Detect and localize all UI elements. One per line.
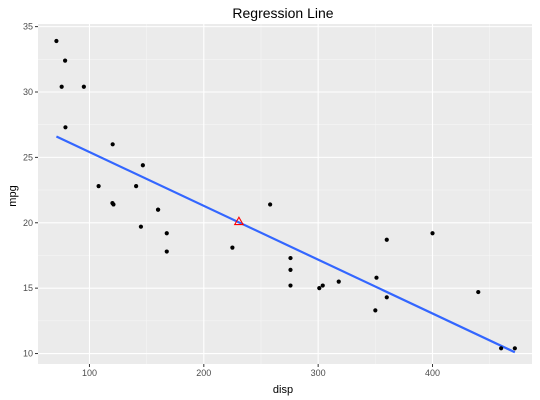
y-tick-label: 30 (23, 87, 33, 97)
x-tick-label: 300 (311, 368, 326, 378)
data-point (317, 286, 322, 291)
data-point (164, 249, 169, 254)
regression-line (55, 135, 516, 354)
data-point (230, 245, 235, 250)
x-axis-title: disp (273, 384, 293, 396)
data-points (54, 38, 517, 351)
data-point (96, 184, 101, 189)
data-point (499, 346, 504, 351)
data-point (288, 267, 293, 272)
grid-lines (38, 24, 532, 364)
y-tick-label: 15 (23, 283, 33, 293)
data-point (63, 125, 68, 130)
y-axis-title: mpg (7, 185, 19, 206)
x-tick-label: 200 (196, 368, 211, 378)
data-point (59, 84, 64, 89)
data-point (430, 231, 435, 236)
data-point (110, 142, 115, 147)
data-point (81, 84, 86, 89)
mean-marker-layer (233, 216, 245, 226)
data-point (374, 275, 379, 280)
data-point (134, 184, 139, 189)
data-point (288, 255, 293, 261)
y-tick-label: 20 (23, 218, 33, 228)
x-tick-label: 400 (425, 368, 440, 378)
y-tick-label: 10 (23, 349, 33, 359)
data-point (288, 283, 293, 288)
data-point (373, 308, 378, 313)
y-tick-label: 35 (23, 22, 33, 32)
data-point (384, 295, 389, 300)
data-point (512, 346, 517, 351)
data-point (476, 289, 481, 295)
data-point (63, 58, 68, 63)
y-tick-label: 25 (23, 152, 33, 162)
data-point (140, 163, 145, 168)
data-point (111, 202, 116, 207)
mean-point-marker (233, 216, 245, 226)
data-point (320, 283, 325, 288)
data-point (384, 237, 389, 242)
data-point (268, 202, 273, 207)
data-point (336, 279, 341, 284)
data-point (155, 207, 161, 212)
x-tick-label: 100 (82, 368, 97, 378)
plot-panel (38, 24, 532, 364)
chart-title: Regression Line (232, 5, 333, 21)
data-point (164, 231, 169, 236)
data-point (138, 224, 144, 229)
regression-layer (55, 135, 516, 354)
data-point (54, 38, 59, 44)
axis-ticks: 100 200 300 400 10 15 20 25 30 35 (23, 22, 440, 378)
